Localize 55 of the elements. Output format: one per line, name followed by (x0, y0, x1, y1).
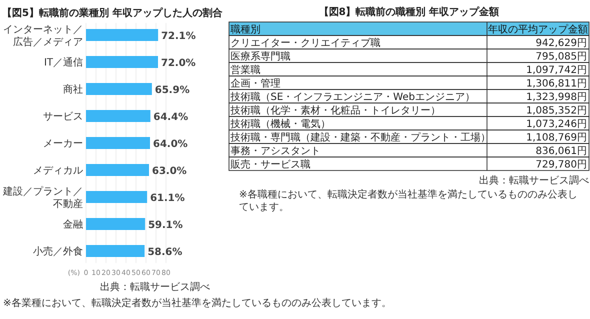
category-label: 企画・管理 (230, 78, 280, 90)
bar (86, 56, 158, 68)
category-label: 技術職・専門職（建設・建築・不動産・プラント・工場） (230, 132, 490, 144)
data-label: 1,097,742円 (526, 65, 587, 76)
data-label: 61.1% (150, 193, 185, 204)
data-label: 59.1% (148, 220, 183, 231)
category-label: クリエイター・クリエイティブ職 (230, 37, 380, 49)
category-label: 販売・サービス職 (230, 158, 310, 170)
data-label: 729,780円 (536, 160, 587, 170)
text: 年収の平均アップ金額 (488, 24, 588, 36)
category-label: 技術職（機械・電気） (230, 118, 330, 130)
y-tick-label: IT／通信 (44, 56, 83, 68)
data-label: 795,085円 (536, 52, 587, 62)
data-label: 64.0% (153, 139, 188, 150)
category-label: 技術職（化学・素材・化粧品・トイレタリー） (230, 104, 440, 116)
data-label: 836,061円 (536, 146, 587, 157)
bar (86, 191, 148, 203)
y-tick-label: 小売／外食 (33, 246, 83, 258)
data-label: 1,073,246円 (526, 119, 587, 130)
text: 【図8】転職前の職種別 年収アップ金額 (318, 6, 500, 18)
source-note: 出典：転職サービス調べ (100, 281, 210, 293)
y-tick-label: 金融 (63, 218, 83, 230)
bar (86, 137, 150, 149)
data-label: 64.4% (153, 112, 188, 123)
data-label: 72.1% (161, 31, 196, 42)
data-label: 1,323,998円 (526, 92, 587, 103)
text: ※各業種において、転職決定者数が当社基準を満たしているもののみ公表しています。 (3, 297, 392, 309)
data-label: 1,085,352円 (526, 106, 587, 116)
y-tick-label: インターネット／広告／メディア (3, 24, 83, 48)
bar (86, 29, 158, 41)
category-label: 医療系専門職 (230, 50, 290, 62)
bar (86, 83, 152, 95)
y-tick-label: メーカー (43, 138, 83, 150)
bar (86, 164, 149, 176)
category-label: 事務・アシスタント (230, 145, 320, 157)
data-label: 63.0% (152, 166, 187, 177)
source-note: 出典：転職サービス調べ (479, 174, 589, 186)
data-label: 1,108,769円 (526, 132, 587, 144)
data-label: 65.9% (154, 85, 190, 96)
y-tick-label: 商社 (63, 84, 83, 96)
text: ※各職種において、転職決定者数が当社基準を満たしているもののみ公表しています。 (239, 188, 578, 213)
y-tick-label: 建設／プラント／不動産 (2, 185, 83, 210)
text: 職種別 (230, 24, 260, 36)
category-label: 技術職（SE・インフラエンジニア・Webエンジニア） (230, 91, 475, 103)
y-tick-label: メディカル (33, 166, 83, 176)
data-label: 942,629円 (536, 38, 587, 49)
bar (86, 110, 150, 122)
y-tick-label: サービス (43, 112, 83, 122)
data-label: 72.0% (161, 58, 196, 69)
bar (86, 218, 146, 230)
chart-title: 【図5】転職前の業種別 年収アップした人の割合 (2, 7, 224, 19)
bar (86, 245, 145, 257)
category-label: 営業職 (230, 64, 260, 76)
data-label: 58.6% (148, 247, 182, 258)
data-label: 1,306,811円 (526, 78, 587, 90)
